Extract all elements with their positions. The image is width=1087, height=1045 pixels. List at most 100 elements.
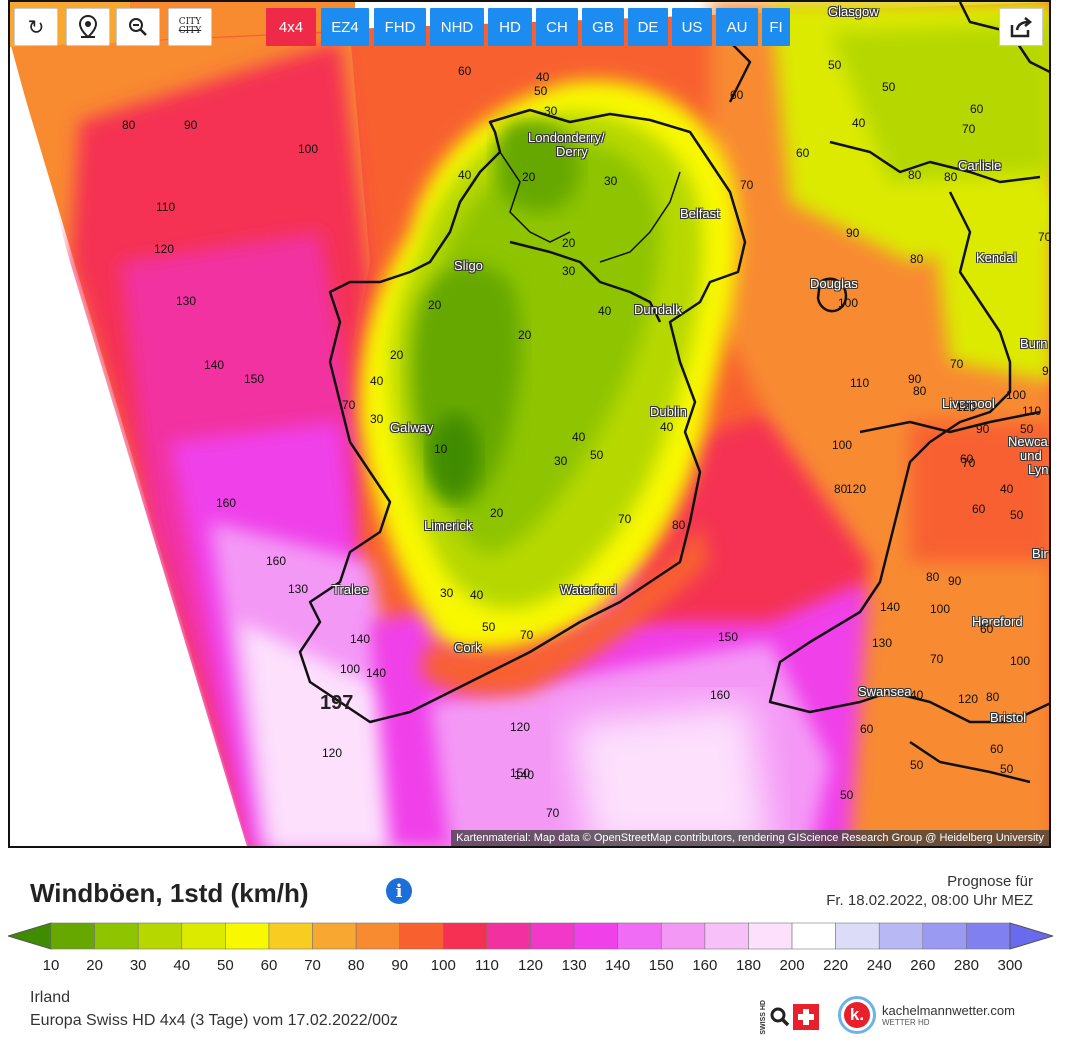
isoline-value-label: 140 [204, 358, 225, 372]
weather-map[interactable]: ↻ CITY CITY 4x4 EZ4 FHD NHD HD CH GB DE US AU FI G… [8, 0, 1051, 848]
color-scale-tick-label: 200 [779, 957, 805, 974]
model-button-nhd[interactable]: NHD [430, 8, 484, 46]
isoline-value-label: 70 [950, 357, 964, 371]
wind-gust-map-canvas [10, 2, 1049, 846]
city-label: Waterford [560, 582, 617, 597]
isoline-value-label: 40 [910, 688, 924, 702]
map-attribution[interactable]: Kartenmaterial: Map data © OpenStreetMap… [451, 830, 1049, 846]
isoline-value-label: 80 [926, 570, 940, 584]
isoline-value-label: 70 [930, 652, 944, 666]
isoline-value-label: 100 [1006, 388, 1027, 402]
color-scale-segment [355, 922, 401, 950]
isoline-value-label: 100 [1010, 654, 1031, 668]
model-button-fi[interactable]: FI [762, 8, 790, 46]
isoline-value-label: 70 [618, 512, 632, 526]
isoline-value-label: 50 [1010, 508, 1024, 522]
refresh-icon: ↻ [27, 16, 45, 39]
isoline-value-label: 70 [962, 456, 976, 470]
isoline-value-label: 70 [546, 806, 560, 820]
isoline-value-label: 30 [604, 174, 618, 188]
model-button-hd[interactable]: HD [488, 8, 532, 46]
isoline-value-label: 10 [434, 442, 448, 456]
isoline-value-label: 60 [990, 742, 1004, 756]
color-scale-tick-label: 130 [561, 957, 587, 974]
isoline-value-label: 80 [672, 518, 686, 532]
color-scale-segment [137, 922, 183, 950]
isoline-value-label: 80 [944, 170, 958, 184]
isoline-value-label: 50 [882, 80, 896, 94]
city-label: Newca [1008, 434, 1048, 449]
isoline-value-label: 110 [850, 376, 870, 390]
isoline-value-label: 80 [910, 252, 924, 266]
isoline-value-label: 70 [962, 122, 976, 136]
kachelmann-logo-name: kachelmannwetter.com [882, 1003, 1015, 1018]
share-button[interactable] [999, 8, 1043, 46]
isoline-value-label: 60 [972, 502, 986, 516]
location-button[interactable] [66, 8, 110, 46]
map-pin-icon [78, 15, 98, 39]
isoline-value-label: 30 [562, 264, 576, 278]
zoom-out-button[interactable] [116, 8, 160, 46]
isoline-value-label: 20 [562, 236, 576, 250]
isoline-value-label: 50 [1000, 762, 1014, 776]
city-label: Limerick [424, 518, 473, 533]
city-label: Glasgow [828, 4, 879, 19]
city-label: Lyn [1028, 462, 1049, 477]
kachelmannwetter-logo[interactable]: k. kachelmannwetter.com WETTER HD [838, 996, 1015, 1034]
color-scale-tick-label: 240 [866, 957, 892, 974]
model-button-fhd[interactable]: FHD [374, 8, 426, 46]
city-toggle-button[interactable]: CITY CITY [168, 8, 212, 46]
color-scale-segment [312, 922, 357, 950]
isoline-value-label: 120 [154, 242, 175, 256]
color-scale-tick-label: 60 [260, 957, 278, 974]
city-label: und [1020, 448, 1042, 463]
color-scale-tick-label: 260 [910, 957, 936, 974]
model-button-au[interactable]: AU [716, 8, 758, 46]
isoline-value-label: 50 [534, 84, 548, 98]
color-scale-segment [530, 922, 575, 950]
borders [499, 151, 681, 263]
isoline-value-label: 30 [554, 454, 568, 468]
kachelmann-k-icon: k. [838, 996, 876, 1034]
color-scale-bar [8, 922, 1053, 950]
isoline-value-label: 80 [122, 118, 136, 132]
color-scale-segment [443, 922, 488, 950]
isoline-value-label: 100 [298, 142, 319, 156]
isoline-value-label: 160 [216, 496, 237, 510]
refresh-button[interactable]: ↻ [14, 8, 58, 46]
isoline-value-label: 90 [948, 574, 962, 588]
city-label: Sligo [454, 258, 483, 273]
model-run-info: Europa Swiss HD 4x4 (3 Tage) vom 17.02.2… [30, 1012, 398, 1029]
model-button-ch[interactable]: CH [536, 8, 578, 46]
isoline-value-label: 140 [366, 666, 387, 680]
color-scale-tick-label: 140 [605, 957, 631, 974]
isoline-value-label: 120 [956, 400, 977, 414]
isoline-value-label: 40 [660, 420, 674, 434]
model-button-ez4[interactable]: EZ4 [321, 8, 369, 46]
color-scale-segment [617, 922, 662, 950]
isoline-value-label: 60 [970, 102, 984, 116]
model-button-4x4[interactable]: 4x4 [266, 8, 316, 46]
info-icon[interactable]: i [386, 878, 412, 904]
city-label: Hereford [972, 614, 1023, 629]
isoline-value-label: 60 [980, 622, 994, 636]
isoline-value-label: 70 [1038, 230, 1051, 244]
color-scale-tick-label: 110 [474, 957, 499, 974]
isoline-value-label: 90 [846, 226, 860, 240]
coastlines [298, 2, 1049, 784]
isoline-value-label: 60 [960, 452, 974, 466]
color-scale-tick-label: 180 [735, 957, 761, 974]
model-button-gb[interactable]: GB [582, 8, 624, 46]
isoline-value-label: 197 [320, 692, 354, 714]
color-scale-segment [50, 922, 95, 950]
model-button-de[interactable]: DE [628, 8, 668, 46]
city-label: Swansea [858, 684, 912, 699]
color-scale-segment [966, 922, 1011, 950]
isoline-value-label: 40 [370, 374, 384, 388]
isoline-value-label: 150 [718, 630, 739, 644]
color-scale-segment [94, 922, 139, 950]
color-scale-arrow-right [1009, 922, 1053, 950]
kachelmann-logo-sub: WETTER HD [882, 1018, 930, 1027]
isoline-value-label: 50 [910, 758, 924, 772]
model-button-us[interactable]: US [672, 8, 712, 46]
